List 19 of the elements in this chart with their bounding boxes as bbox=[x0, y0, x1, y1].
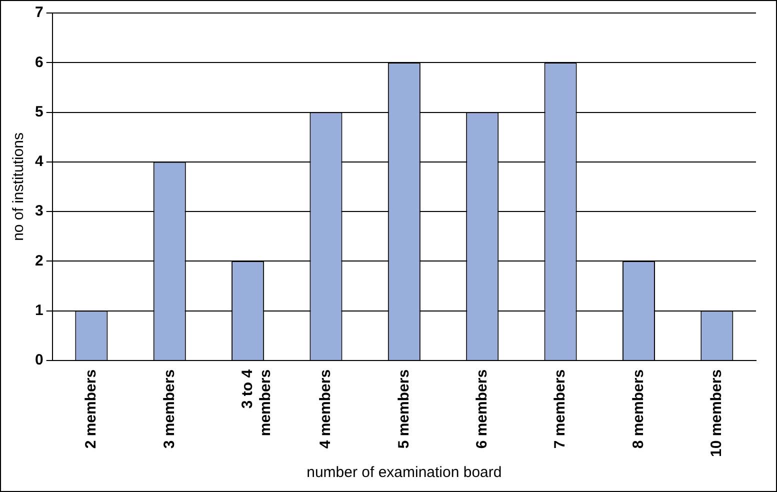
x-tick-label: 6 members bbox=[473, 369, 490, 449]
x-tick-label: 7 members bbox=[552, 369, 569, 449]
x-tick-label: 10 members bbox=[708, 369, 726, 458]
y-tick-label: 3 bbox=[35, 202, 44, 220]
y-axis-title: no of institutions bbox=[10, 132, 28, 241]
y-tick-label: 1 bbox=[35, 302, 44, 319]
y-tick-label: 2 bbox=[35, 252, 44, 270]
y-tick-label: 0 bbox=[35, 352, 44, 369]
x-tick-label: 5 members bbox=[395, 369, 412, 449]
y-tick-label: 6 bbox=[35, 54, 44, 71]
x-tick-label: 3 members bbox=[160, 369, 178, 449]
x-tick-label: 3 to 4 members bbox=[238, 368, 274, 436]
x-tick-label: 4 members bbox=[317, 369, 334, 449]
x-tick-label: 8 members bbox=[630, 369, 647, 449]
y-tick-label: 5 bbox=[35, 103, 44, 120]
y-tick-label: 4 bbox=[35, 153, 44, 170]
x-axis-title: number of examination board bbox=[306, 464, 502, 482]
y-tick-label: 7 bbox=[35, 4, 44, 22]
x-tick-label: 2 members bbox=[82, 369, 100, 449]
